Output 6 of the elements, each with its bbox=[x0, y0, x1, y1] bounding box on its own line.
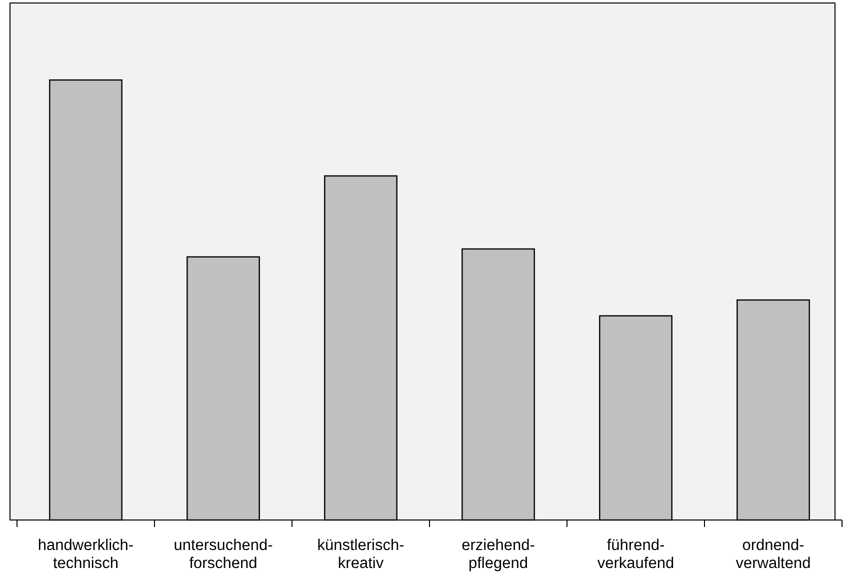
x-tick-label: ordnend- verwaltend bbox=[736, 537, 811, 572]
x-tick-label: führend- verkaufend bbox=[597, 537, 674, 572]
x-tick-label: erziehend- pflegend bbox=[462, 537, 535, 572]
x-tick-label: künstlerisch- kreativ bbox=[317, 537, 404, 572]
x-tick-label: handwerklich- technisch bbox=[38, 537, 134, 572]
x-tick-label: untersuchend- forschend bbox=[174, 537, 273, 572]
